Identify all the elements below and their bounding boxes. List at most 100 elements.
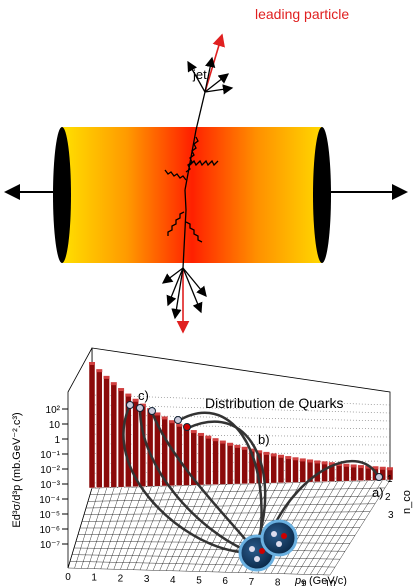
x-tick-label: 2 [118, 573, 124, 584]
depth-tick-label: 2 [385, 492, 391, 503]
bar-top [321, 461, 328, 465]
bar-top [263, 451, 270, 455]
x-axis-symbol: p [294, 575, 301, 586]
jets [161, 33, 234, 334]
y-tick-label: 10² [46, 405, 61, 416]
floor-grid [87, 495, 381, 502]
recombination-curve [270, 459, 381, 531]
bar-top [96, 369, 103, 373]
x-tick-label: 7 [249, 577, 255, 586]
side-wall [67, 347, 93, 569]
spectrum-bar [270, 455, 277, 484]
spectrum-bar [226, 444, 234, 485]
bar-top [234, 444, 241, 448]
bar-top [139, 403, 146, 407]
floor-grid [69, 561, 336, 568]
spectrum-bar [103, 377, 110, 488]
bar-top [270, 453, 277, 457]
spectrum-bar [335, 464, 343, 482]
bar-top [277, 454, 284, 458]
bar-top [307, 459, 314, 463]
bar-top [387, 467, 393, 471]
bar-top [292, 457, 299, 461]
spectrum-bar [183, 428, 190, 486]
medium [4, 127, 408, 263]
y-tick-label: 10 [49, 420, 61, 431]
spectrum-bar [88, 363, 96, 489]
jet-label: jet [192, 67, 207, 82]
x-axis-unit: (GeV/c) [309, 575, 347, 586]
x-tick-label: 3 [144, 574, 150, 585]
floor-grid [71, 554, 341, 560]
x-tick-label: 10 [324, 579, 336, 586]
x-tick-label: 5 [196, 576, 202, 586]
spectrum-bar [343, 465, 350, 482]
bar-top [154, 412, 161, 416]
bar-top [103, 375, 110, 379]
bar-top [299, 458, 306, 462]
y-tick-label: 10⁻¹ [40, 450, 60, 461]
y-tick-label: 10⁻² [40, 465, 60, 476]
spectrum-bar [219, 442, 227, 485]
recombination-curve [187, 420, 267, 541]
y-tick-label: 10⁻⁴ [39, 495, 60, 506]
floor-grid [85, 503, 376, 509]
annotation-label: b) [258, 432, 270, 447]
bar-top [125, 393, 132, 397]
bar-top [168, 420, 175, 424]
bar-top [336, 463, 343, 467]
recombination-curve [122, 404, 241, 554]
bar-top [132, 398, 139, 402]
bar-top [248, 448, 255, 452]
plot-title: Distribution de Quarks [205, 395, 344, 411]
floor-grid [83, 511, 371, 515]
recombination-curve [150, 411, 251, 546]
y-axis-label: Ed³σ/d³p (mb.GeV⁻².c³) [11, 412, 23, 527]
y-tick-label: 1 [54, 435, 60, 446]
quark [271, 531, 277, 537]
x-tick-label: 6 [222, 576, 228, 586]
y-tick-label: 10⁻⁶ [39, 525, 60, 536]
recombination-curve [138, 407, 246, 552]
spectrum-bar [299, 460, 307, 483]
bar-top [379, 466, 386, 470]
leading-particle-label: leading particle [255, 6, 349, 22]
bar-top [314, 460, 321, 464]
parton-dot [174, 416, 182, 424]
quark [249, 546, 255, 552]
parton-dot [126, 401, 134, 409]
bar-top [205, 435, 212, 439]
floor-grid [81, 519, 366, 522]
floor-grid [67, 567, 331, 576]
x-tick-label: 4 [170, 575, 176, 586]
bar-top [161, 416, 168, 420]
bar-top [328, 462, 335, 466]
x-axis-label: pT (GeV/c) [294, 575, 347, 586]
bar-top [118, 388, 125, 392]
annotation-label: c) [138, 388, 149, 403]
y-tick-label: 10⁻³ [40, 480, 60, 491]
spectrum-bar [277, 456, 285, 484]
floor-grid [77, 534, 356, 536]
bar-top [365, 465, 372, 469]
parton-dot [183, 423, 191, 431]
hadron [260, 519, 298, 557]
depth-axis-label: n_co [401, 490, 413, 514]
depth-tick-label: 1 [387, 474, 393, 485]
bar-top [198, 432, 205, 436]
x-axis-sub: T [301, 580, 306, 586]
bar-top [219, 440, 226, 444]
parton-dot [136, 404, 144, 412]
bar-top [256, 450, 263, 454]
spectrum-bar [234, 446, 241, 485]
bar-top [241, 446, 248, 450]
floor-grid [79, 527, 361, 529]
quark-plot: 10²10110⁻¹10⁻²10⁻³10⁻⁴10⁻⁵10⁻⁶10⁻⁷Ed³σ/d… [11, 347, 413, 586]
y-tick-label: 10⁻⁷ [40, 540, 60, 551]
bar-top [357, 465, 364, 469]
x-tick-label: 9 [301, 578, 307, 586]
bar-top [285, 456, 292, 460]
spectrum-bar [241, 448, 248, 485]
spectrum-bar [197, 434, 205, 486]
bar-top [343, 463, 350, 467]
